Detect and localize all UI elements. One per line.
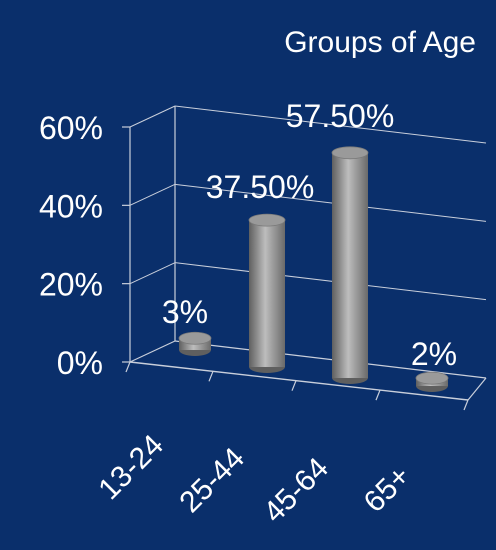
data-label: 37.50% bbox=[206, 169, 315, 205]
x-tick-label: 45-64 bbox=[257, 452, 335, 530]
label-layer: 0% 20% 40% 60% 3% 37.50% 57.50% 2% 13-24 25-44 45-… bbox=[39, 98, 457, 529]
gridline-side bbox=[129, 262, 176, 285]
x-tick-mark bbox=[375, 389, 381, 401]
x-axis-line bbox=[129, 361, 469, 401]
gridline bbox=[174, 183, 487, 222]
y-tick-label: 60% bbox=[39, 110, 103, 146]
floor-right-edge bbox=[467, 377, 487, 401]
data-label: 2% bbox=[411, 336, 457, 372]
bar-layer bbox=[178, 146, 449, 392]
bar-top bbox=[331, 146, 369, 160]
x-tick-label: 25-44 bbox=[173, 442, 251, 520]
data-label: 3% bbox=[162, 294, 208, 330]
x-tick-mark bbox=[125, 361, 131, 373]
x-tick-mark bbox=[463, 399, 469, 411]
chart-title: Groups of Age bbox=[284, 26, 476, 59]
y-tick-label: 0% bbox=[57, 345, 103, 381]
data-label: 57.50% bbox=[286, 98, 395, 134]
y-tick-label: 40% bbox=[39, 188, 103, 224]
bar-top bbox=[248, 213, 286, 227]
bar-25-44 bbox=[248, 213, 286, 373]
x-tick-mark bbox=[291, 380, 297, 391]
bar-65+ bbox=[415, 371, 449, 392]
gridline bbox=[174, 105, 487, 144]
gridline-side bbox=[129, 183, 176, 206]
gridline-side bbox=[129, 105, 176, 128]
bar-13-24 bbox=[178, 331, 212, 356]
x-tick-label: 65+ bbox=[358, 460, 417, 519]
x-tick-mark bbox=[208, 371, 214, 382]
x-tick-label: 13-24 bbox=[92, 429, 170, 507]
bar-top bbox=[178, 331, 212, 345]
bar-45-64 bbox=[331, 146, 369, 384]
floor-left-edge bbox=[129, 340, 176, 363]
bar-body bbox=[332, 152, 368, 378]
bar-top bbox=[415, 371, 449, 385]
bar-body bbox=[249, 220, 285, 367]
y-tick-label: 20% bbox=[39, 267, 103, 303]
grid-layer bbox=[129, 105, 487, 301]
gridline bbox=[174, 262, 487, 301]
